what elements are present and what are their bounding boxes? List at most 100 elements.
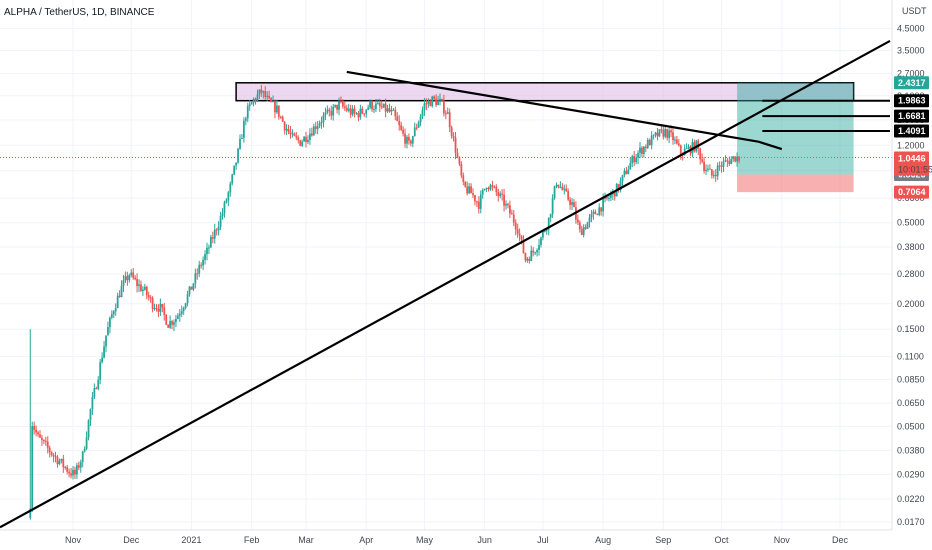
candle-body (532, 250, 535, 253)
candle-body (646, 139, 649, 149)
candle-body (685, 148, 688, 150)
candle-body (132, 272, 135, 278)
candle-body (153, 308, 156, 310)
candle-body (650, 135, 653, 146)
long-position-profit-zone[interactable] (737, 82, 854, 175)
candle-body (497, 192, 500, 196)
trendlines-layer[interactable] (0, 39, 891, 529)
candle-body (361, 108, 364, 114)
candle-body (310, 133, 313, 136)
candle-body (446, 112, 449, 114)
candle-body (530, 250, 533, 261)
candle-body (382, 103, 385, 108)
candle-body (573, 202, 575, 208)
candle-body (460, 163, 463, 176)
candle-body (254, 98, 257, 101)
candle-body (145, 286, 148, 296)
candle-body (367, 107, 370, 110)
long-position-stop-zone[interactable] (737, 174, 854, 193)
candle-body (186, 294, 189, 304)
candle-body (31, 426, 34, 509)
candle-body (266, 95, 269, 97)
candle-body (64, 466, 67, 468)
candle-body (56, 456, 59, 465)
candle-body (130, 272, 133, 276)
trendline-falling-resistance[interactable] (346, 70, 759, 143)
candle-body (305, 136, 307, 143)
trendline-rising-support-start[interactable] (0, 519, 14, 529)
candle-body (738, 156, 740, 161)
x-tick-label: Jul (537, 535, 549, 545)
candle-body (722, 161, 725, 167)
candle-body (392, 109, 395, 111)
candle-body (134, 277, 137, 280)
candle-body (54, 456, 57, 458)
candle-body (213, 229, 216, 239)
resistance-zone[interactable] (235, 82, 855, 102)
candle-body (477, 201, 480, 209)
candle-body (171, 321, 173, 325)
time-axis[interactable]: Nov Dec 2021 Feb Mar Apr May Jun Jul Aug Sep Oct Nov… (65, 535, 849, 545)
candle-body (231, 174, 234, 184)
candle-body (619, 180, 622, 190)
candle-body (487, 187, 490, 190)
candle-body (124, 276, 127, 281)
grid-layer (0, 0, 892, 530)
candle-body (326, 109, 329, 113)
price-badge-label: 1.6681 (898, 111, 926, 121)
candle-body (604, 197, 606, 199)
y-tick-label: 0.0290 (897, 470, 925, 480)
candle-body (312, 126, 315, 136)
candle-body (629, 163, 632, 170)
candle-body (62, 458, 65, 467)
candle-body (250, 102, 253, 105)
candle-body (136, 279, 138, 287)
candle-body (413, 127, 416, 137)
candle-body (641, 147, 643, 154)
candle-body (340, 101, 342, 103)
candle-body (703, 161, 705, 171)
trendline-rising-support[interactable] (12, 99, 783, 522)
candle-body (637, 152, 639, 158)
candle-body (479, 194, 482, 209)
candle-body (293, 133, 296, 136)
candle-body (176, 315, 179, 319)
candle-body (450, 127, 453, 137)
candle-body (394, 109, 397, 117)
candle-body (260, 89, 263, 93)
candle-body (101, 357, 104, 363)
candle-body (398, 121, 401, 126)
symbol-title: ALPHA / TetherUS, 1D, BINANCE (4, 7, 155, 18)
price-badge-target (894, 124, 929, 138)
candle-body (188, 286, 191, 295)
candle-body (452, 136, 455, 138)
candle-body (736, 156, 738, 162)
candle-body (435, 98, 438, 106)
candle-body (248, 104, 251, 107)
candle-body (99, 362, 102, 380)
candle-body (357, 113, 360, 118)
candle-body (514, 222, 517, 230)
candle-body (404, 133, 406, 144)
candle-body (400, 125, 403, 130)
candle-body (571, 202, 573, 205)
candle-body (79, 462, 82, 468)
candle-body (600, 207, 603, 212)
y-tick-label: 0.0650 (897, 398, 925, 408)
candle-body (275, 105, 278, 113)
candle-body (33, 426, 36, 430)
trendline-falling-to-target[interactable] (758, 140, 783, 151)
x-tick-label: Apr (359, 535, 373, 545)
candle-body (318, 123, 321, 127)
candle-body (163, 307, 166, 315)
trendline-rising-support-extension[interactable] (781, 39, 891, 102)
candle-body (596, 214, 599, 216)
candle-body (592, 211, 595, 214)
price-badge-label: 1.9863 (898, 96, 926, 106)
candle-body (540, 237, 542, 245)
candle-body (635, 157, 638, 163)
candle-body (652, 134, 655, 136)
candle-body (411, 136, 414, 144)
candle-body (557, 184, 560, 188)
